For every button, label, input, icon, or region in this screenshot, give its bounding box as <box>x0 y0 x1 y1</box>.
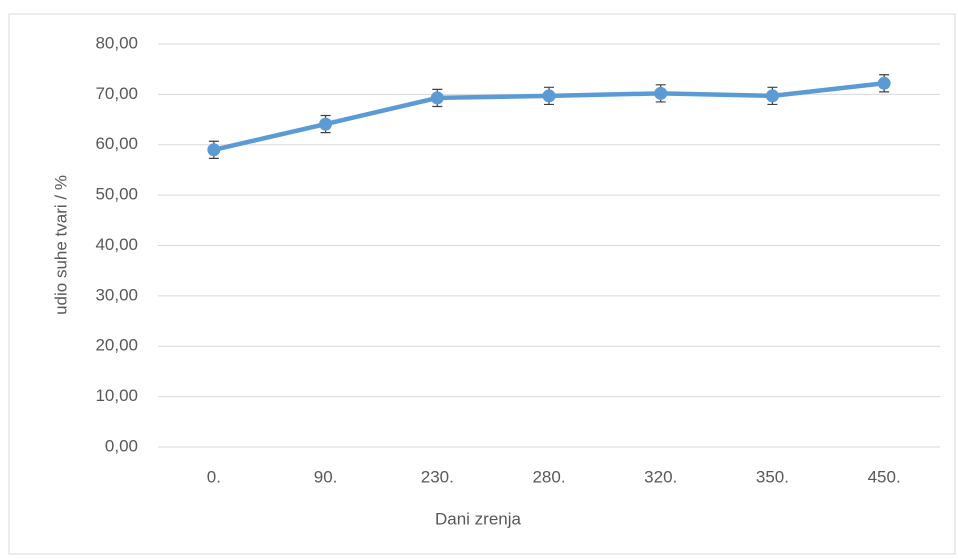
marker <box>765 89 779 103</box>
y-tick-label: 40,00 <box>95 235 138 254</box>
marker <box>430 91 444 105</box>
y-tick-label: 50,00 <box>95 185 138 204</box>
x-tick-label: 280. <box>532 467 565 486</box>
y-tick-label: 30,00 <box>95 285 138 304</box>
chart-border <box>8 13 956 555</box>
x-tick-label: 320. <box>644 467 677 486</box>
x-tick-label: 90. <box>314 467 338 486</box>
x-tick-label: 0. <box>207 467 221 486</box>
x-tick-label: 350. <box>756 467 789 486</box>
y-axis-label: udio suhe tvari / % <box>51 175 70 315</box>
y-tick-label: 70,00 <box>95 84 138 103</box>
x-tick-label: 230. <box>421 467 454 486</box>
marker <box>542 89 556 103</box>
y-tick-label: 20,00 <box>95 336 138 355</box>
x-axis-label: Dani zrenja <box>435 509 522 528</box>
y-tick-label: 0,00 <box>105 436 138 455</box>
y-tick-label: 60,00 <box>95 134 138 153</box>
y-tick-label: 80,00 <box>95 33 138 52</box>
marker <box>319 117 333 131</box>
x-tick-label: 450. <box>868 467 901 486</box>
marker <box>877 76 891 90</box>
marker <box>654 86 668 100</box>
y-tick-label: 10,00 <box>95 386 138 405</box>
marker <box>207 143 221 157</box>
